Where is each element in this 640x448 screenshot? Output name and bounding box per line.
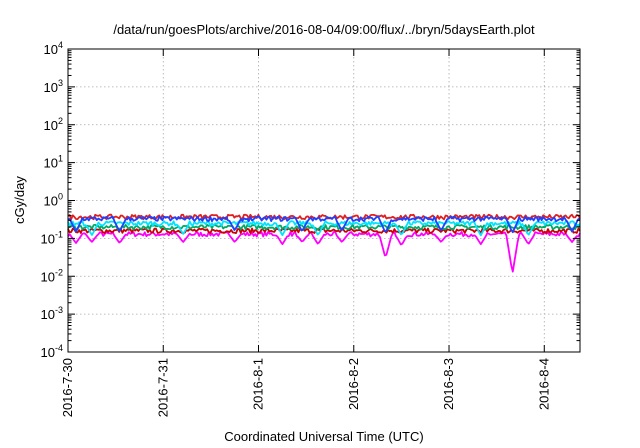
y-tick-label: 100 [44,192,63,209]
series-line-1 [67,230,581,273]
y-tick-label: 102 [44,116,63,133]
x-tick-label: 2016-8-3 [441,358,456,410]
x-tick-label: 2016-7-31 [155,358,170,417]
y-axis-label: cGy/day [12,176,27,224]
y-tick-label: 10-1 [41,229,63,246]
x-tick-label: 2016-7-30 [60,358,75,417]
series-layer [67,213,581,273]
y-tick-label: 103 [44,78,63,95]
x-tick-label: 2016-8-4 [536,358,551,410]
y-tick-label: 10-3 [41,305,63,322]
grid [68,49,580,352]
x-tick-label: 2016-8-1 [251,358,266,410]
y-tick-label: 10-2 [41,267,63,284]
y-axis-ticks: 10-4 10-3 10-2 10-1 100 101 102 103 104 [41,40,580,360]
y-tick-label: 101 [44,154,63,171]
y-tick-label: 10-4 [41,343,63,360]
y-tick-label: 104 [44,40,63,57]
x-axis-ticks: 2016-7-30 2016-7-31 2016-8-1 2016-8-2 2016-8… [60,49,551,417]
series-line-4 [67,220,581,237]
x-tick-label: 2016-8-2 [346,358,361,410]
chart-title: /data/run/goesPlots/archive/2016-08-04/0… [113,22,535,37]
x-axis-label: Coordinated Universal Time (UTC) [224,429,423,444]
series-line-6 [67,215,581,234]
